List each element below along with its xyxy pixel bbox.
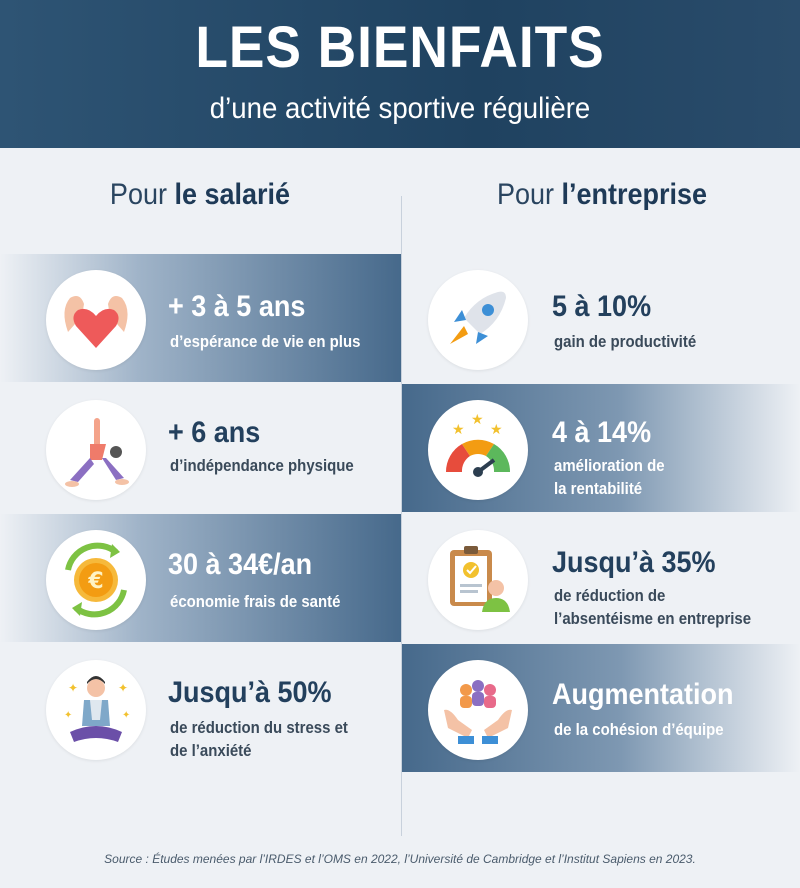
column-heading-entreprise: Pour l’entreprise (422, 178, 782, 212)
svg-text:★: ★ (452, 422, 465, 438)
clipboard-person-icon (428, 530, 528, 630)
desc-absenteeism-line1: de réduction de (554, 586, 666, 605)
desc-stress-reduction-line2: de l’anxiété (170, 741, 252, 760)
meditation-icon: ✦ ✦ ✦ ✦ (46, 660, 146, 760)
column-heading-bold: le salarié (174, 178, 291, 211)
source-footnote: Source : Études menées par l’IRDES et l’… (104, 852, 696, 866)
desc-profitability-line1: amélioration de (554, 456, 665, 475)
page-subtitle: d’une activité sportive régulière (209, 92, 591, 125)
stat-absenteeism: Jusqu’à 35% (552, 546, 716, 579)
svg-text:✦: ✦ (68, 681, 78, 695)
desc-profitability-line2: la rentabilité (554, 479, 643, 498)
svg-text:✦: ✦ (118, 681, 128, 695)
svg-text:★: ★ (490, 422, 503, 438)
column-heading-bold: l’entreprise (561, 178, 708, 211)
column-heading-prefix: Pour (496, 178, 562, 211)
desc-productivity: gain de productivité (554, 332, 697, 351)
desc-stress-reduction-line1: de réduction du stress et (170, 718, 348, 737)
desc-health-savings: économie frais de santé (170, 592, 341, 611)
euro-coin-icon: € (46, 530, 146, 630)
svg-text:★: ★ (471, 412, 484, 428)
rocket-icon (428, 270, 528, 370)
svg-text:€: € (87, 569, 103, 594)
stat-stress-reduction: Jusqu’à 50% (168, 676, 332, 709)
team-hands-icon (428, 660, 528, 760)
column-heading-salarie: Pour le salarié (20, 178, 380, 212)
desc-team-cohesion: de la cohésion d’équipe (554, 720, 724, 739)
page-title: LES BIENFAITS (195, 15, 605, 80)
heart-muscle-icon (46, 270, 146, 370)
stat-independence: + 6 ans (168, 416, 261, 449)
yoga-pose-icon (46, 400, 146, 500)
stat-profitability: 4 à 14% (552, 416, 652, 449)
desc-independence: d’indépendance physique (170, 456, 354, 475)
desc-life-expectancy: d’espérance de vie en plus (170, 332, 361, 351)
svg-text:✦: ✦ (64, 710, 72, 721)
gauge-icon: ★ ★ ★ (428, 400, 528, 500)
column-heading-prefix: Pour (109, 178, 175, 211)
stat-health-savings: 30 à 34€/an (168, 548, 313, 581)
stat-productivity: 5 à 10% (552, 290, 652, 323)
column-divider (401, 196, 402, 836)
svg-text:✦: ✦ (122, 710, 130, 721)
header-banner: LES BIENFAITS d’une activité sportive ré… (0, 0, 800, 148)
desc-absenteeism-line2: l’absentéisme en entreprise (554, 609, 752, 628)
stat-team-cohesion: Augmentation (552, 678, 734, 711)
stat-life-expectancy: + 3 à 5 ans (168, 290, 306, 323)
